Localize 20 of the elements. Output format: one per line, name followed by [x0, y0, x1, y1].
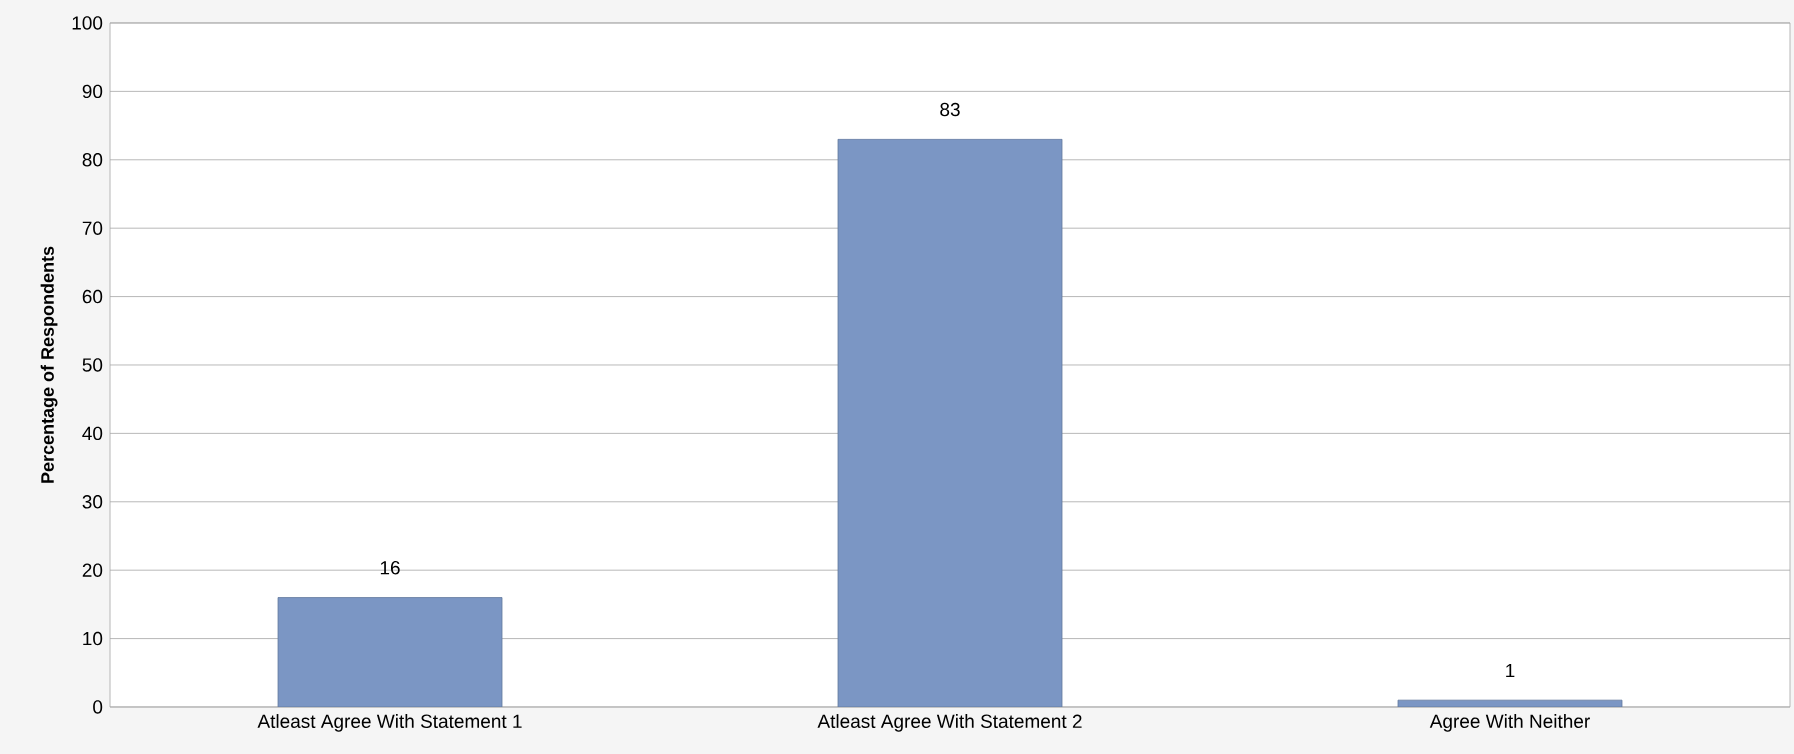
y-tick-label: 80: [82, 153, 103, 167]
y-tick-label: 100: [72, 16, 103, 30]
data-label: 1: [1506, 664, 1515, 678]
y-tick-label: 40: [82, 426, 103, 441]
y-tick-label: 90: [82, 84, 103, 99]
bar: [277, 597, 503, 707]
x-tick-label: Agree With Neither: [1429, 714, 1590, 732]
y-tick-label: 10: [83, 631, 103, 646]
y-tick-label: 20: [82, 563, 103, 577]
x-tick-label: Atleast Agree With Statement 2: [817, 714, 1082, 732]
y-tick-label: 30: [82, 495, 103, 509]
y-axis-title: Percentage of Respondents: [40, 246, 58, 483]
x-tick-label: Atleast Agree With Statement 1: [257, 714, 522, 732]
y-tick-label: 0: [93, 700, 103, 714]
y-tick-label: 60: [82, 289, 103, 304]
bar: [837, 138, 1063, 707]
data-label: 83: [940, 102, 960, 117]
y-tick-label: 50: [82, 358, 103, 372]
data-label: 16: [380, 561, 400, 575]
y-tick-label: 70: [82, 221, 103, 235]
